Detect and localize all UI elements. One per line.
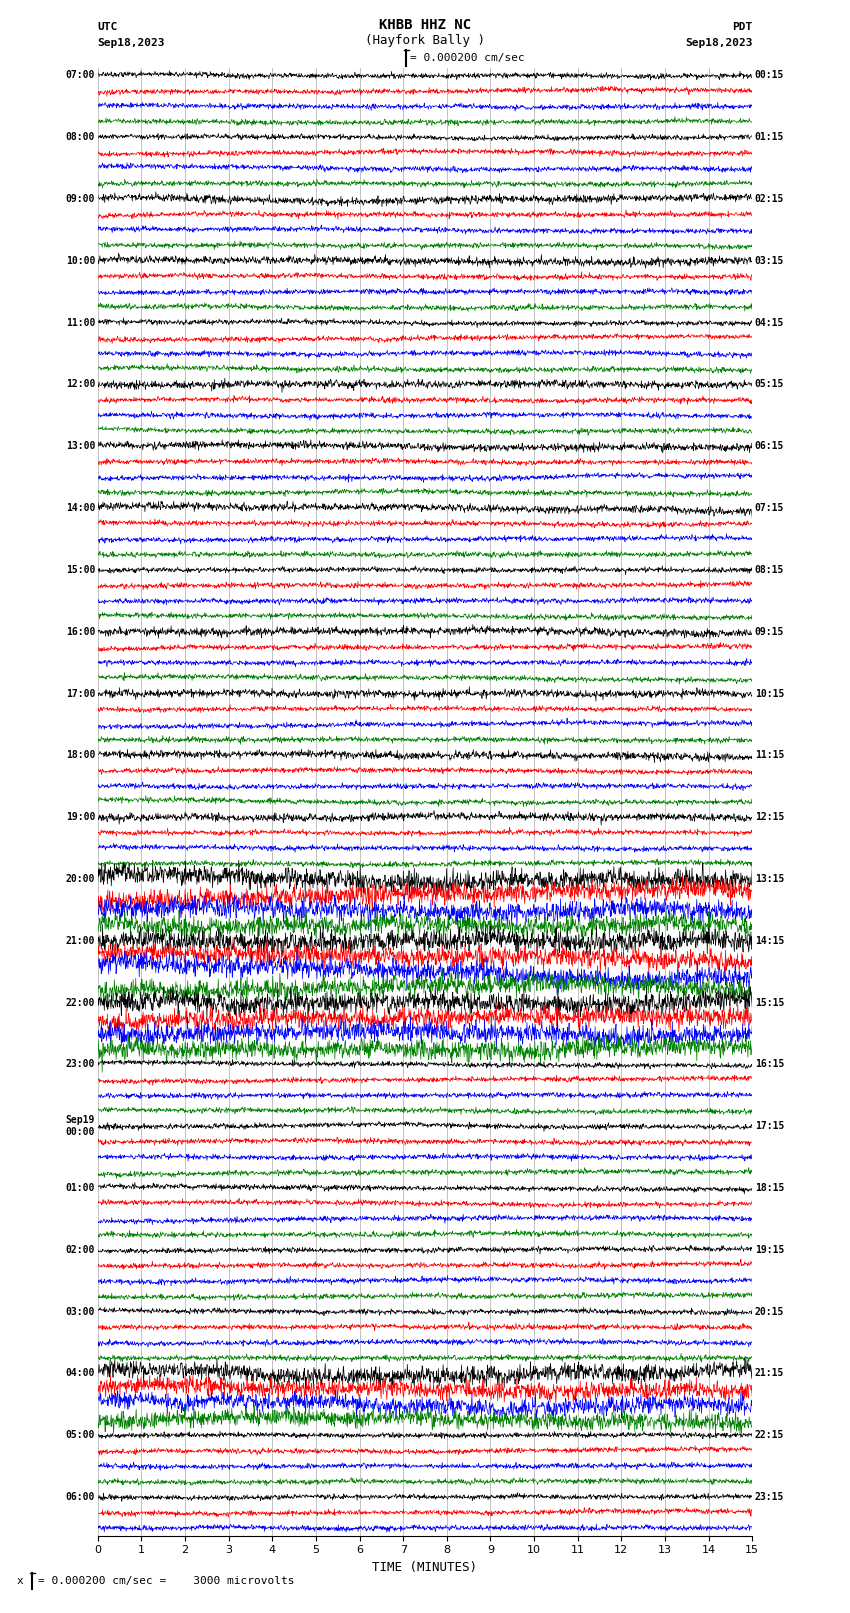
Text: 13:00: 13:00: [65, 442, 95, 452]
Text: 15:00: 15:00: [65, 565, 95, 574]
Text: PDT: PDT: [732, 23, 752, 32]
Text: 07:00: 07:00: [65, 71, 95, 81]
Text: 01:15: 01:15: [755, 132, 785, 142]
Text: = 0.000200 cm/sec =    3000 microvolts: = 0.000200 cm/sec = 3000 microvolts: [38, 1576, 295, 1586]
Text: (Hayfork Bally ): (Hayfork Bally ): [365, 34, 485, 47]
Text: 06:00: 06:00: [65, 1492, 95, 1502]
Text: 16:15: 16:15: [755, 1060, 785, 1069]
Text: 22:00: 22:00: [65, 997, 95, 1008]
Text: 20:15: 20:15: [755, 1307, 785, 1316]
Text: 05:15: 05:15: [755, 379, 785, 389]
Text: Sep18,2023: Sep18,2023: [98, 39, 165, 48]
Text: 15:15: 15:15: [755, 997, 785, 1008]
Text: 04:15: 04:15: [755, 318, 785, 327]
Text: 11:15: 11:15: [755, 750, 785, 760]
Text: 13:15: 13:15: [755, 874, 785, 884]
Text: 01:00: 01:00: [65, 1182, 95, 1194]
Text: 14:00: 14:00: [65, 503, 95, 513]
Text: 14:15: 14:15: [755, 936, 785, 945]
Text: 02:00: 02:00: [65, 1245, 95, 1255]
Text: Sep18,2023: Sep18,2023: [685, 39, 752, 48]
Text: 02:15: 02:15: [755, 194, 785, 205]
Text: 23:15: 23:15: [755, 1492, 785, 1502]
Text: 21:15: 21:15: [755, 1368, 785, 1379]
Text: 17:00: 17:00: [65, 689, 95, 698]
Text: 19:00: 19:00: [65, 811, 95, 823]
Text: 10:15: 10:15: [755, 689, 785, 698]
Text: 08:00: 08:00: [65, 132, 95, 142]
Text: 00:15: 00:15: [755, 71, 785, 81]
Text: 09:15: 09:15: [755, 627, 785, 637]
Text: KHBB HHZ NC: KHBB HHZ NC: [379, 18, 471, 32]
Text: 12:00: 12:00: [65, 379, 95, 389]
Text: = 0.000200 cm/sec: = 0.000200 cm/sec: [410, 53, 524, 63]
Text: 08:15: 08:15: [755, 565, 785, 574]
Text: 12:15: 12:15: [755, 811, 785, 823]
X-axis label: TIME (MINUTES): TIME (MINUTES): [372, 1561, 478, 1574]
Text: 18:00: 18:00: [65, 750, 95, 760]
Text: 04:00: 04:00: [65, 1368, 95, 1379]
Text: 23:00: 23:00: [65, 1060, 95, 1069]
Text: 07:15: 07:15: [755, 503, 785, 513]
Text: 11:00: 11:00: [65, 318, 95, 327]
Text: 21:00: 21:00: [65, 936, 95, 945]
Text: x: x: [17, 1576, 24, 1586]
Text: 06:15: 06:15: [755, 442, 785, 452]
Text: 22:15: 22:15: [755, 1431, 785, 1440]
Text: 17:15: 17:15: [755, 1121, 785, 1131]
Text: 16:00: 16:00: [65, 627, 95, 637]
Text: 19:15: 19:15: [755, 1245, 785, 1255]
Text: 09:00: 09:00: [65, 194, 95, 205]
Text: 03:00: 03:00: [65, 1307, 95, 1316]
Text: 10:00: 10:00: [65, 256, 95, 266]
Text: UTC: UTC: [98, 23, 118, 32]
Text: 20:00: 20:00: [65, 874, 95, 884]
Text: Sep19
00:00: Sep19 00:00: [65, 1115, 95, 1137]
Text: 03:15: 03:15: [755, 256, 785, 266]
Text: 05:00: 05:00: [65, 1431, 95, 1440]
Text: 18:15: 18:15: [755, 1182, 785, 1194]
